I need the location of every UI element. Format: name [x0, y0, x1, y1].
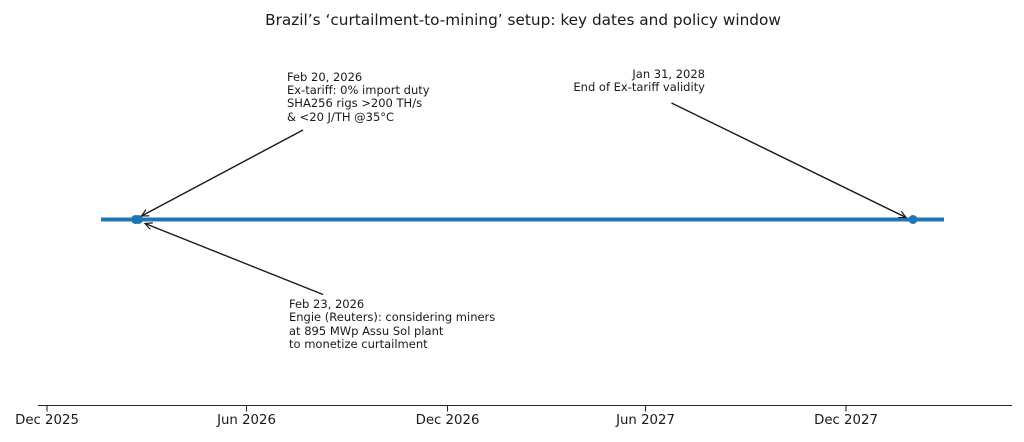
annotation-line: Ex-tariff: 0% import duty [287, 82, 430, 97]
annotation-line: at 895 MWp Assu Sol plant [289, 323, 444, 338]
annotation-line: Feb 20, 2026 [287, 69, 363, 84]
annotation-line: & <20 J/TH @35°C [287, 109, 395, 124]
annotation-feb-23-2026: Feb 23, 2026 Engie (Reuters): considerin… [289, 297, 496, 352]
x-tick-label-jun-2026: Jun 2026 [217, 412, 276, 428]
annotation-arrow-feb-23-2026 [145, 224, 324, 296]
annotation-arrow-feb-20-2026 [142, 129, 304, 216]
x-tick-label-dec-2027: Dec 2027 [814, 412, 878, 428]
chart-title: Brazil’s ‘curtailment-to-mining’ setup: … [265, 11, 781, 29]
annotation-line: SHA256 rigs >200 TH/s [287, 96, 423, 111]
annotation-feb-20-2026: Feb 20, 2026 Ex-tariff: 0% import duty S… [287, 69, 430, 125]
x-tick-label-dec-2026: Dec 2026 [415, 412, 480, 428]
annotation-line: Jan 31, 2028 [632, 66, 705, 81]
annotation-line: Feb 23, 2026 [289, 297, 365, 311]
annotation-line: End of Ex-tariff validity [573, 79, 705, 94]
annotation-arrow-jan-31-2028 [671, 102, 907, 218]
event-marker-jan-31-2028 [908, 215, 918, 224]
x-tick-label-jun-2027: Jun 2027 [616, 412, 675, 428]
annotation-jan-31-2028: Jan 31, 2028 End of Ex-tariff validity [505, 66, 705, 95]
x-tick-label-dec-2025: Dec 2025 [15, 412, 79, 428]
annotation-line: to monetize curtailment [289, 337, 428, 352]
event-marker-feb-23-2026 [134, 215, 143, 224]
annotation-line: Engie (Reuters): considering miners [289, 310, 496, 325]
